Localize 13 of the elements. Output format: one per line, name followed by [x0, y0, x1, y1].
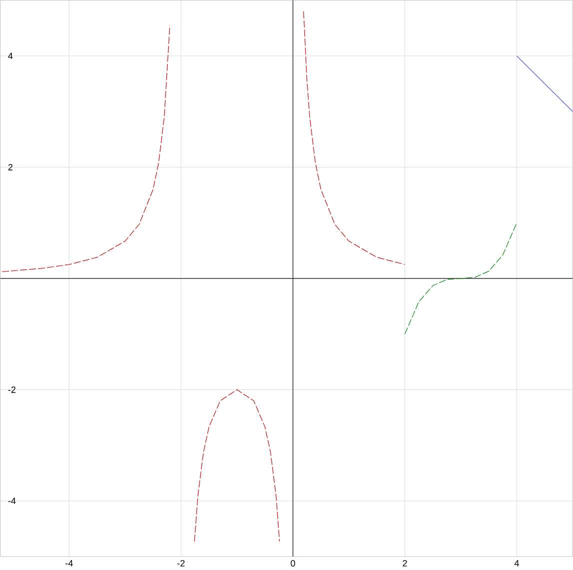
x-tick-label: 2: [402, 560, 407, 566]
y-tick-label: 2: [8, 164, 12, 170]
x-tick-label: -4: [66, 560, 73, 566]
line-series: [404, 222, 518, 334]
line-series: [303, 11, 406, 265]
line-series: [194, 389, 280, 542]
y-tick-label: -2: [8, 386, 16, 393]
x-tick-label: -2: [177, 560, 185, 566]
x-tick-label: 4: [514, 560, 519, 566]
y-tick-label: 4: [8, 52, 13, 60]
line-series: [2, 25, 170, 272]
y-tick-label: -4: [8, 498, 16, 504]
x-tick-label: 0: [290, 560, 296, 567]
